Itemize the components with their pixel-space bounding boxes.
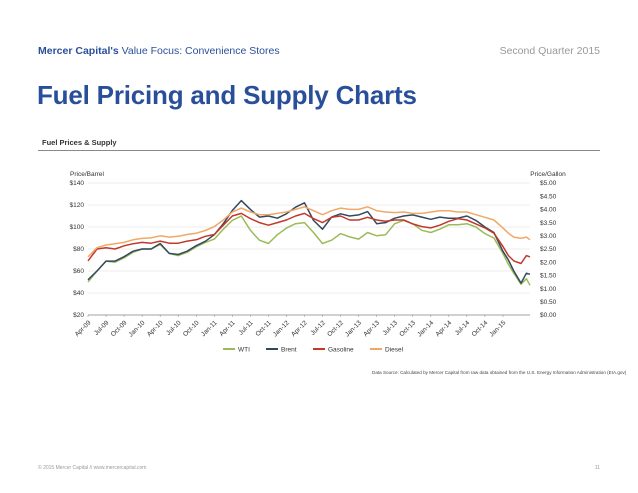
y-left-tick-label: $120 [70, 202, 85, 209]
chart-grid [88, 182, 530, 316]
y-left-tick-label: $20 [73, 312, 84, 319]
chart-axes: $20 $40 $60 $80 $100 $120 $140 $0.00 $0.50 $1.00 $… [70, 180, 557, 338]
series-line-diesel [87, 206, 531, 258]
y-right-tick-label: $0.50 [540, 299, 557, 306]
x-tick-label: Oct-09 [110, 319, 129, 338]
series-line-gasoline [87, 212, 531, 265]
y-right-tick-label: $3.00 [540, 233, 557, 240]
legend-label-brent: Brent [281, 346, 297, 353]
x-tick-label: Jan-10 [128, 319, 147, 338]
y-right-tick-label: $4.50 [540, 193, 557, 200]
legend-label-diesel: Diesel [385, 346, 404, 353]
chart-legend: WTI Brent Gasoline Diesel [223, 346, 404, 353]
header-subtitle: Value Focus: Convenience Stores [121, 45, 280, 57]
y-left-tick-label: $60 [73, 268, 84, 275]
x-tick-label: Jul-14 [454, 319, 472, 337]
x-tick-label: Apr-11 [218, 319, 237, 338]
y-right-tick-label: $0.00 [540, 312, 557, 319]
x-tick-label: Apr-13 [362, 319, 381, 338]
y-right-tick-label: $1.00 [540, 286, 557, 293]
x-tick-label: Apr-12 [290, 319, 309, 338]
legend-label-wti: WTI [238, 346, 250, 353]
x-tick-label: Jan-11 [200, 319, 219, 338]
x-tick-label: Jan-12 [272, 319, 291, 338]
x-tick-label: Jul-10 [165, 319, 183, 337]
x-tick-label: Jan-13 [344, 319, 363, 338]
header-brand: Mercer Capital's [38, 45, 119, 57]
x-tick-label: Jan-14 [416, 319, 435, 338]
x-tick-label: Jan-15 [488, 319, 507, 338]
series-line-brent [87, 199, 531, 284]
header-left: Mercer Capital's Value Focus: Convenienc… [38, 45, 280, 57]
x-tick-label: Apr-09 [74, 319, 93, 338]
x-tick-label: Oct-13 [398, 319, 417, 338]
x-tick-label: Jul-12 [309, 319, 327, 337]
x-tick-label: Jul-13 [382, 319, 400, 337]
y-left-tick-label: $100 [70, 224, 85, 231]
x-tick-label: Apr-14 [434, 319, 453, 338]
y-left-tick-label: $140 [70, 180, 85, 187]
x-tick-label: Jul-09 [93, 319, 111, 337]
chart-lines [87, 199, 531, 286]
x-tick-label: Oct-12 [326, 319, 345, 338]
x-tick-label: Oct-11 [254, 319, 273, 338]
legend-label-gasoline: Gasoline [328, 346, 354, 353]
footer-copyright: © 2015 Mercer Capital // www.mercercapit… [38, 465, 147, 471]
header-quarter: Second Quarter 2015 [499, 45, 600, 57]
data-source-note: Data Source: Calculated by Mercer Capita… [372, 370, 627, 375]
x-tick-label: Apr-10 [146, 319, 165, 338]
y-axis-left-label: Price/Barrel [70, 171, 105, 178]
footer-page-number: 11 [594, 465, 600, 471]
section-title: Fuel Prices & Supply [42, 138, 117, 147]
x-tick-label: Oct-10 [182, 319, 201, 338]
y-right-tick-label: $2.00 [540, 259, 557, 266]
y-right-tick-label: $4.00 [540, 207, 557, 214]
y-right-tick-label: $1.50 [540, 273, 557, 280]
y-axis-right-label: Price/Gallon [530, 171, 566, 178]
x-tick-label: Jul-11 [238, 319, 255, 336]
y-right-tick-label: $5.00 [540, 180, 557, 187]
y-right-tick-label: $2.50 [540, 246, 557, 253]
y-right-tick-label: $3.50 [540, 220, 557, 227]
y-left-tick-label: $40 [73, 290, 84, 297]
section-divider [38, 150, 600, 151]
x-tick-label: Oct-14 [471, 319, 490, 338]
series-line-wti [87, 215, 531, 286]
y-left-tick-label: $80 [73, 246, 84, 253]
page-title: Fuel Pricing and Supply Charts [37, 80, 417, 110]
